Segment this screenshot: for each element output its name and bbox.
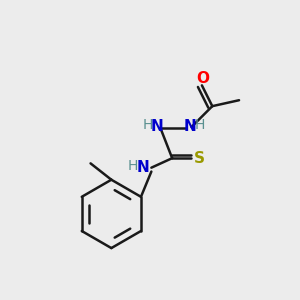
Text: O: O — [196, 71, 209, 86]
Text: N: N — [151, 119, 164, 134]
Text: H: H — [128, 159, 138, 172]
Text: H: H — [195, 118, 205, 132]
Text: N: N — [184, 119, 196, 134]
Text: H: H — [142, 118, 153, 132]
Text: N: N — [137, 160, 149, 175]
Text: S: S — [194, 151, 205, 166]
